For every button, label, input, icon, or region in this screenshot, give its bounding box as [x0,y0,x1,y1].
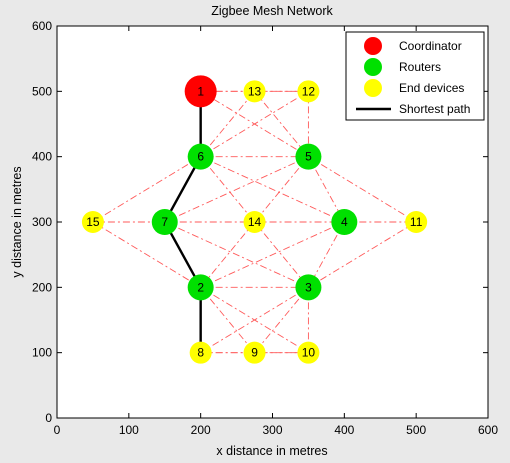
mesh-link-13-5 [254,91,309,157]
mesh-link-15-2 [92,221,201,288]
node-label: 11 [410,215,423,229]
mesh-link-3-9 [254,287,309,353]
node-6: 6 [187,143,214,170]
mesh-link-14-2 [200,221,255,288]
y-tick-label: 200 [32,280,52,294]
legend-marker [364,79,382,97]
router-marker [331,209,358,235]
y-tick-label: 100 [32,346,52,360]
mesh-link-11-3 [308,221,417,288]
node-8: 8 [189,341,212,364]
y-tick-label: 0 [45,411,52,425]
legend-marker [364,58,382,76]
mesh-link-6-13 [200,91,255,157]
node-13: 13 [243,80,266,103]
mesh-link-5-14 [254,156,309,223]
node-7: 7 [151,209,178,235]
y-tick-label: 500 [32,84,52,98]
legend-item-2: End devices [364,79,464,97]
x-tick-label: 600 [478,423,498,437]
node-12: 12 [297,80,320,103]
end-marker [297,80,320,103]
node-label: 7 [161,215,168,229]
node-3: 3 [295,274,322,301]
mesh-link-5-11 [308,156,417,223]
x-tick-label: 500 [406,423,426,437]
legend-label: Coordinator [399,39,462,53]
end-marker [297,341,320,364]
coordinator-marker [184,75,217,108]
x-tick-label: 400 [334,423,354,437]
router-marker [151,209,178,235]
end-marker [243,341,266,364]
node-label: 15 [86,215,100,229]
x-tick-label: 300 [262,423,282,437]
x-tick-label: 100 [119,423,139,437]
legend: Coordinator Routers End devices Shortest pa… [345,31,485,121]
node-label: 3 [305,280,312,294]
legend-item-1: Routers [364,58,441,76]
mesh-link-5-7 [164,156,309,223]
router-marker [187,274,214,301]
legend-label: End devices [399,81,464,95]
mesh-link-6-4 [200,156,345,223]
mesh-link-14-3 [254,221,309,288]
y-axis-label: y distance in metres [10,166,24,277]
router-marker [295,143,322,170]
y-tick-label: 300 [32,215,52,229]
node-label: 9 [251,346,258,360]
x-tick-label: 0 [54,423,61,437]
legend-label: Routers [399,60,441,74]
legend-label: Shortest path [399,102,470,116]
node-label: 14 [248,215,262,229]
y-tick-label: 400 [32,150,52,164]
node-label: 4 [341,215,348,229]
node-11: 11 [405,211,428,233]
node-4: 4 [331,209,358,235]
axis-ticks: 0 100 200 300 400 500 600 0 100 200 300 400 500 600 [32,19,498,437]
mesh-link-6-14 [200,156,255,223]
node-label: 6 [197,150,204,164]
node-14: 14 [243,211,266,233]
end-marker [81,211,104,233]
node-label: 5 [305,150,312,164]
mesh-link-3-8 [200,286,309,354]
y-tick-label: 600 [32,19,52,33]
legend-item-0: Coordinator [364,37,462,55]
node-9: 9 [243,341,266,364]
end-marker [189,341,212,364]
end-marker [405,211,428,233]
legend-item-3: Shortest path [356,102,470,116]
end-marker [243,80,266,103]
x-tick-label: 200 [191,423,211,437]
x-axis-label: x distance in metres [216,444,327,458]
mesh-link-2-9 [200,287,255,353]
node-label: 1 [197,84,204,98]
mesh-link-6-15 [92,156,201,223]
node-label: 2 [197,280,204,294]
chart-title: Zigbee Mesh Network [211,4,333,18]
mesh-link-6-12 [200,90,309,158]
mesh-link-4-2 [200,221,345,288]
node-label: 8 [197,346,204,360]
node-10: 10 [297,341,320,364]
node-label: 12 [302,84,316,98]
mesh-link-7-3 [164,221,309,288]
end-marker [243,211,266,233]
node-15: 15 [81,211,104,233]
node-label: 10 [302,346,316,360]
node-1: 1 [184,75,217,108]
node-label: 13 [248,84,262,98]
router-marker [187,143,214,170]
legend-marker [364,37,382,55]
node-5: 5 [295,143,322,170]
node-2: 2 [187,274,214,301]
router-marker [295,274,322,301]
